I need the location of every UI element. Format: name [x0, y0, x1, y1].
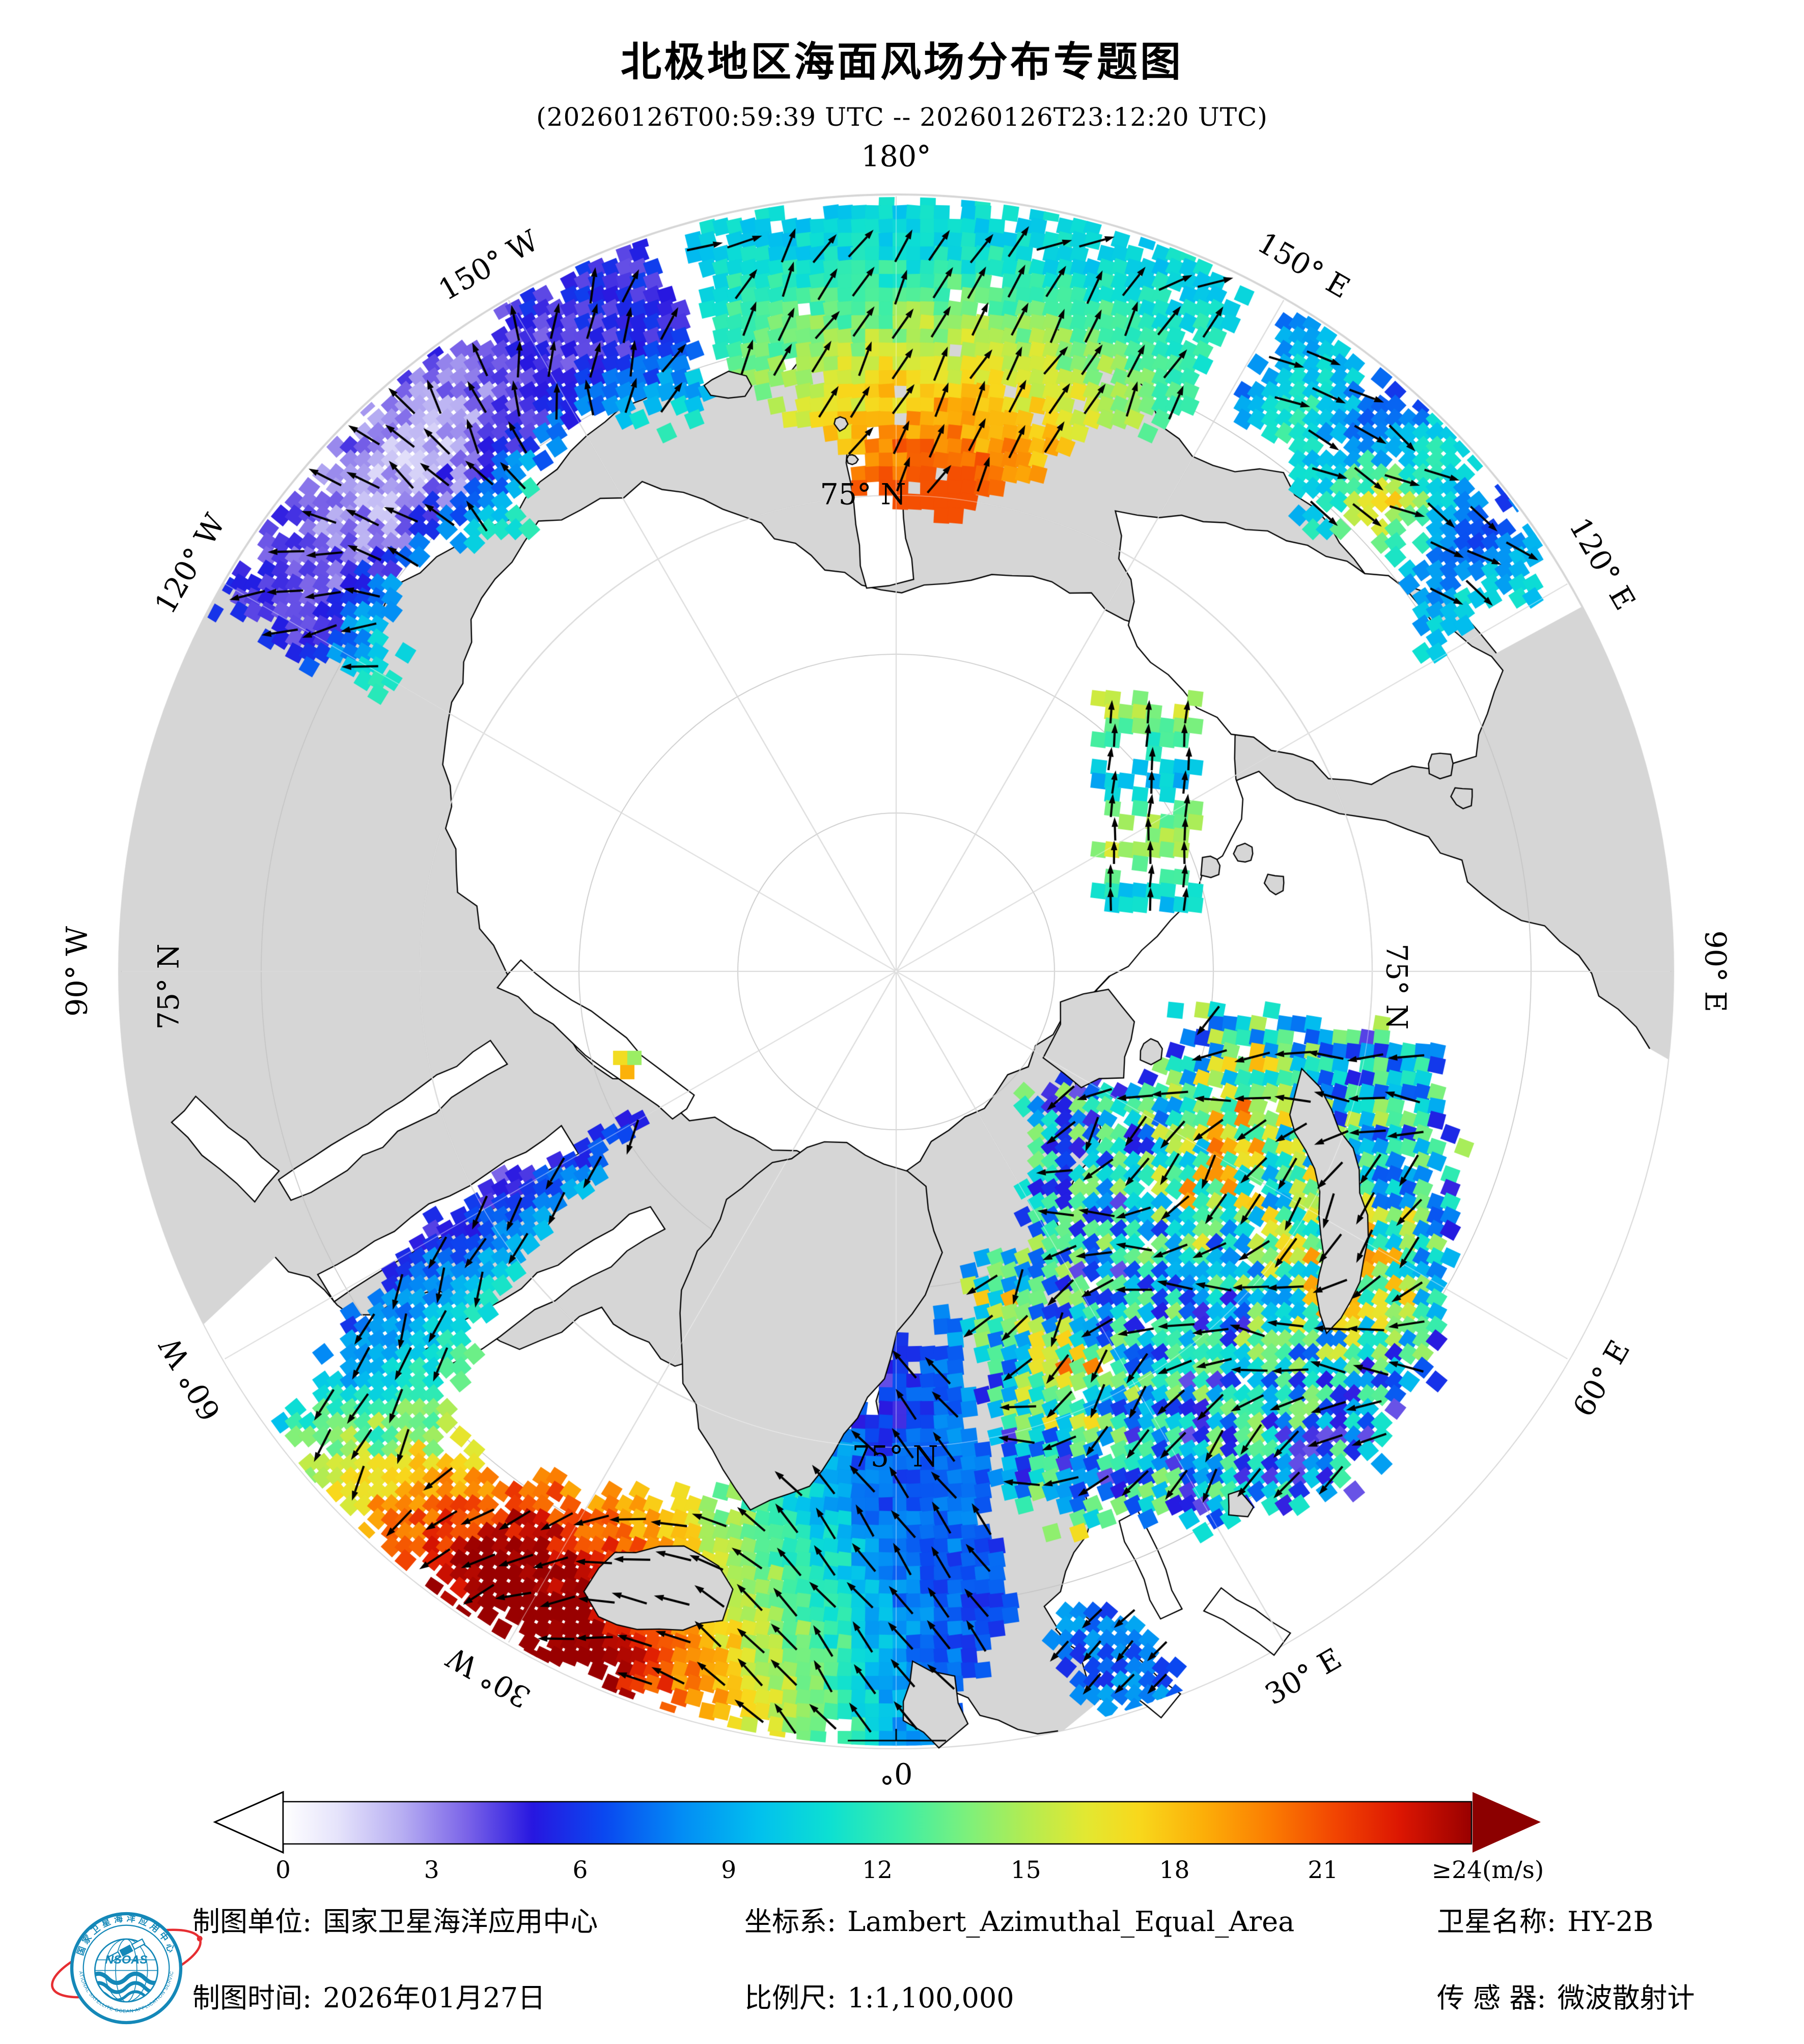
colorbar-tick: 3	[424, 1856, 439, 1884]
footer-item-sensor: 传 感 器: 微波散射计	[1437, 1984, 1695, 2012]
footer-label: 比例尺:	[744, 1982, 837, 2014]
parallel-label-75n: 75° N	[152, 943, 186, 1030]
footer-value: HY-2B	[1567, 1906, 1654, 1938]
footer-value: 1:1,100,000	[847, 1982, 1014, 2014]
colorbar-underflow-arrow	[213, 1790, 284, 1854]
colorbar-svg	[213, 1790, 1541, 1854]
footer-value: 2026年01月27日	[323, 1982, 546, 2014]
colorbar-tick: 15	[1010, 1856, 1041, 1884]
meridian-label-180: 180°	[861, 139, 931, 174]
footer-value: 微波散射计	[1557, 1982, 1695, 2014]
colorbar-tick: 0	[275, 1856, 291, 1884]
colorbar-tick: 21	[1308, 1856, 1339, 1884]
footer-item-coordinate-system: 坐标系: Lambert_Azimuthal_Equal_Area	[744, 1908, 1294, 1936]
page-title: 北极地区海面风场分布专题图	[621, 39, 1183, 85]
colorbar-tick: 9	[721, 1856, 737, 1884]
page-subtitle: (20260126T00:59:39 UTC -- 20260126T23:12…	[536, 102, 1268, 132]
parallel-label-75n: 75° N	[1379, 943, 1413, 1030]
logo-inner-ring	[82, 1924, 170, 2012]
footer-value: Lambert_Azimuthal_Equal_Area	[847, 1906, 1295, 1938]
footer-value: 国家卫星海洋应用中心	[323, 1906, 598, 1938]
logo-orbit-arrowhead	[197, 1936, 203, 1942]
parallel-label-75n: 75° N	[852, 1440, 938, 1474]
nsoas-logo: NSOAS 国家卫星海洋应用中心 NATIONAL SATELLITE OCEA…	[51, 1895, 203, 2025]
meridian-label-0: 0°	[879, 1756, 913, 1790]
colorbar-bar	[282, 1801, 1473, 1845]
footer-label: 坐标系:	[744, 1906, 837, 1938]
meridian-label-90W: 90° W	[60, 926, 94, 1017]
footer-item-mapping-unit: 制图单位: 国家卫星海洋应用中心	[192, 1908, 598, 1936]
parallel-label-75n: 75° N	[820, 478, 906, 512]
colorbar-tick: 6	[572, 1856, 588, 1884]
footer-label: 制图时间:	[192, 1982, 312, 2014]
colorbar-tick: 12	[862, 1856, 893, 1884]
meridian-label-90E: 90° E	[1698, 930, 1732, 1013]
footer-label: 卫星名称:	[1437, 1906, 1557, 1938]
colorbar-overflow-arrow	[1473, 1792, 1541, 1853]
logo-satellite-icon	[107, 1938, 146, 1963]
footer-item-satellite-name: 卫星名称: HY-2B	[1437, 1908, 1653, 1936]
colorbar-unit-label: ≥24(m/s)	[1431, 1856, 1544, 1884]
logo-mark-text: NSOAS	[105, 1953, 148, 1966]
footer-item-mapping-date: 制图时间: 2026年01月27日	[192, 1984, 545, 2012]
footer-label: 传 感 器:	[1437, 1982, 1546, 2014]
footer-label: 制图单位:	[192, 1906, 312, 1938]
footer-item-scale: 比例尺: 1:1,100,000	[744, 1984, 1014, 2012]
colorbar-tick: 18	[1159, 1856, 1190, 1884]
